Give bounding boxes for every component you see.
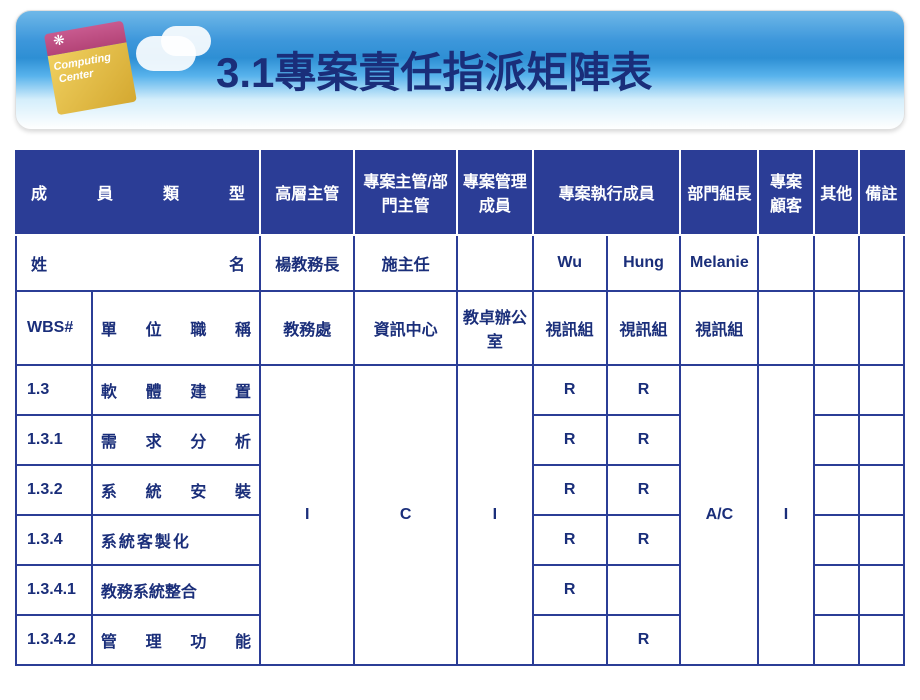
position-cell: [859, 291, 904, 365]
raci-cell: [859, 615, 904, 665]
wbs-cell: 1.3.2: [16, 465, 92, 515]
raci-cell: [859, 515, 904, 565]
title-banner: Computing Center 3.1專案責任指派矩陣表: [15, 10, 905, 130]
task-name-cell: 教務系統整合: [92, 565, 260, 615]
cloud-decoration: [161, 26, 211, 56]
raci-cell: [859, 565, 904, 615]
col-role-customer: 專案顧客: [758, 150, 813, 235]
raci-cell: R: [607, 415, 681, 465]
raci-cell: R: [607, 465, 681, 515]
name-cell: 楊教務長: [260, 235, 354, 291]
raci-cell: [814, 615, 859, 665]
raci-cell: R: [533, 465, 607, 515]
name-cell: 施主任: [354, 235, 457, 291]
task-name-cell: 管理功能: [92, 615, 260, 665]
wbs-cell: 1.3.4.2: [16, 615, 92, 665]
raci-cell-pm: C: [354, 365, 457, 665]
position-cell: 視訊組: [607, 291, 681, 365]
task-name-cell: 需求分析: [92, 415, 260, 465]
raci-cell: [814, 515, 859, 565]
name-row: 姓名 楊教務長 施主任 Wu Hung Melanie: [16, 235, 904, 291]
position-header: 單位職稱: [92, 291, 260, 365]
raci-cell: R: [533, 565, 607, 615]
name-cell: [758, 235, 813, 291]
raci-cell: [814, 415, 859, 465]
position-cell: [758, 291, 813, 365]
wbs-header: WBS#: [16, 291, 92, 365]
table-row: 1.3 軟體建置 I C I R R A/C I: [16, 365, 904, 415]
raci-cell: [814, 465, 859, 515]
wbs-cell: 1.3.1: [16, 415, 92, 465]
name-row-label: 姓名: [16, 235, 260, 291]
col-role-pm: 專案主管/部門主管: [354, 150, 457, 235]
page-title: 3.1專案責任指派矩陣表: [216, 39, 652, 100]
name-cell: [859, 235, 904, 291]
raci-cell: [859, 465, 904, 515]
raci-cell: [859, 365, 904, 415]
col-role-senior: 高層主管: [260, 150, 354, 235]
raci-cell: R: [533, 515, 607, 565]
position-cell: 視訊組: [533, 291, 607, 365]
raci-cell-mgmt: I: [457, 365, 533, 665]
raci-cell: R: [533, 365, 607, 415]
computing-center-logo: Computing Center: [44, 19, 148, 123]
task-name-cell: 軟體建置: [92, 365, 260, 415]
task-name-cell: 系統安裝: [92, 465, 260, 515]
col-role-dept-lead: 部門組長: [680, 150, 758, 235]
raci-cell: [607, 565, 681, 615]
position-cell: 資訊中心: [354, 291, 457, 365]
raci-cell-customer: I: [758, 365, 813, 665]
col-role-other: 其他: [814, 150, 859, 235]
responsibility-matrix-table: 成員類型 高層主管 專案主管/部門主管 專案管理成員 專案執行成員 部門組長 專…: [15, 150, 905, 666]
wbs-cell: 1.3: [16, 365, 92, 415]
task-name-cell: 系統客製化: [92, 515, 260, 565]
raci-cell: R: [607, 615, 681, 665]
name-cell: [814, 235, 859, 291]
raci-cell: [533, 615, 607, 665]
name-cell: Wu: [533, 235, 607, 291]
raci-cell: [859, 415, 904, 465]
wbs-cell: 1.3.4.1: [16, 565, 92, 615]
col-role-mgmt: 專案管理成員: [457, 150, 533, 235]
raci-cell: R: [533, 415, 607, 465]
wbs-cell: 1.3.4: [16, 515, 92, 565]
position-cell: 教卓辦公室: [457, 291, 533, 365]
raci-cell: [814, 565, 859, 615]
col-member-type: 成員類型: [16, 150, 260, 235]
position-row: WBS# 單位職稱 教務處 資訊中心 教卓辦公室 視訊組 視訊組 視訊組: [16, 291, 904, 365]
raci-cell-senior: I: [260, 365, 354, 665]
name-cell: Hung: [607, 235, 681, 291]
position-cell: 視訊組: [680, 291, 758, 365]
position-cell: [814, 291, 859, 365]
raci-cell: R: [607, 515, 681, 565]
header-row: 成員類型 高層主管 專案主管/部門主管 專案管理成員 專案執行成員 部門組長 專…: [16, 150, 904, 235]
raci-cell-dept-lead: A/C: [680, 365, 758, 665]
col-role-exec: 專案執行成員: [533, 150, 681, 235]
name-cell: [457, 235, 533, 291]
col-role-notes: 備註: [859, 150, 904, 235]
raci-cell: [814, 365, 859, 415]
position-cell: 教務處: [260, 291, 354, 365]
raci-cell: R: [607, 365, 681, 415]
name-cell: Melanie: [680, 235, 758, 291]
